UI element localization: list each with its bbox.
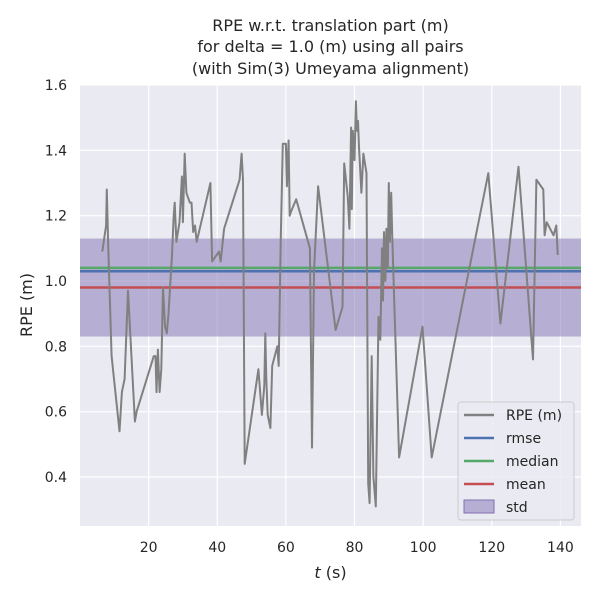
title-line-1: RPE w.r.t. translation part (m) [212,16,448,35]
legend-label-mean: mean [506,477,546,493]
x-tick-label-0: 20 [140,540,158,556]
y-tick-label-6: 1.6 [45,78,67,94]
x-tick-label-1: 40 [208,540,226,556]
x-tick-label-3: 80 [346,540,364,556]
y-tick-label-3: 1.0 [45,274,67,290]
legend-frame [457,401,575,521]
y-axis-label: RPE (m) [17,273,36,337]
x-axis-label-unit: (s) [321,563,347,582]
x-tick-label-6: 140 [547,540,574,556]
y-tick-label-1: 0.6 [45,405,67,421]
title-line-2: for delta = 1.0 (m) using all pairs [197,37,463,56]
legend-swatch-std [463,499,495,514]
x-tick-label-5: 120 [478,540,505,556]
y-tick-label-2: 0.8 [45,339,67,355]
x-axis-label: t (s) [314,563,346,582]
legend-label-std: std [506,500,528,516]
rpe-series-line [101,100,559,508]
x-axis-label-var: t [314,563,321,582]
x-tick-label-4: 100 [410,540,437,556]
y-tick-label-0: 0.4 [45,470,67,486]
x-axis-ticks: 20 40 60 80 100 120 140 [140,540,574,556]
legend-label-rpe: RPE (m) [506,408,562,424]
y-axis-ticks: 0.4 0.6 0.8 1.0 1.2 1.4 1.6 [45,78,67,486]
y-tick-label-4: 1.2 [45,209,67,225]
legend-label-median: median [506,454,558,470]
chart-title: RPE w.r.t. translation part (m) for delt… [192,16,469,78]
y-tick-label-5: 1.4 [45,143,67,159]
x-tick-label-2: 60 [277,540,295,556]
title-line-3: (with Sim(3) Umeyama alignment) [192,59,469,78]
legend-label-rmse: rmse [506,431,541,447]
legend: RPE (m) rmse median mean std [457,401,575,521]
